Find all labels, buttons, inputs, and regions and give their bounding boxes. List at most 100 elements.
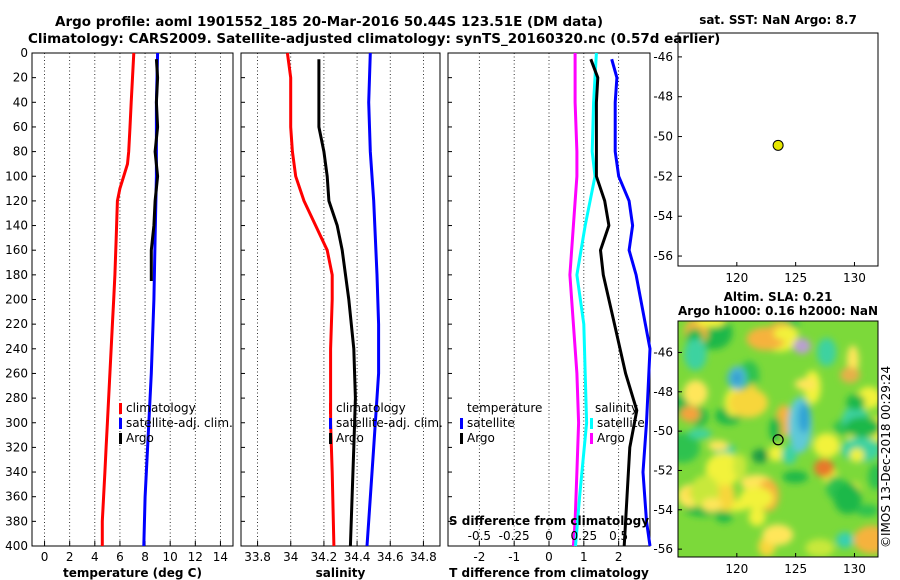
- x-tick-label: 34.4: [344, 550, 371, 564]
- y-tick-label: -46: [653, 345, 673, 359]
- y-tick-label: -54: [653, 503, 673, 517]
- x-tick-label: 34.6: [377, 550, 404, 564]
- x-tick-label: 4: [91, 550, 99, 564]
- heatmap-blob: [846, 394, 865, 410]
- y-tick-label: 80: [13, 145, 28, 159]
- x-tick-label: 8: [141, 550, 149, 564]
- y-tick-label: -56: [653, 249, 673, 263]
- y-tick-label: -52: [653, 169, 673, 183]
- series-line-salinity-1: [367, 53, 379, 546]
- x2-tick-label: -0.25: [499, 529, 530, 543]
- x-tick-label: 34.8: [410, 550, 437, 564]
- title-line-1: Argo profile: aoml 1901552_185 20-Mar-20…: [55, 14, 603, 30]
- heatmap-blob: [684, 380, 708, 406]
- x-tick-label: 125: [784, 271, 807, 285]
- heatmap-blob: [688, 429, 712, 439]
- x-tick-label: 125: [784, 562, 807, 576]
- y-tick-label: 340: [5, 465, 28, 479]
- legend-swatch: [460, 418, 463, 429]
- y-tick-label: 400: [5, 539, 28, 553]
- x-tick-label: 34: [283, 550, 298, 564]
- x-tick-label: 10: [163, 550, 178, 564]
- y-tick-label: 380: [5, 514, 28, 528]
- y-tick-label: -52: [653, 463, 673, 477]
- y-tick-label: 200: [5, 293, 28, 307]
- x-tick-label: 120: [725, 562, 748, 576]
- heatmap-blob: [834, 482, 862, 514]
- x-tick-label: 2: [615, 550, 623, 564]
- sla-map-panel: Altim. SLA: 0.21Argo h1000: 0.16 h2000: …: [653, 290, 894, 576]
- heatmap-blob: [729, 388, 768, 418]
- legend-label: satellite: [467, 416, 515, 430]
- y-tick-label: -54: [653, 209, 673, 223]
- y-tick-label: 360: [5, 490, 28, 504]
- series-line-salinity-2: [319, 59, 356, 546]
- x2-tick-label: 0: [545, 529, 553, 543]
- heatmap-blob: [768, 445, 783, 461]
- heatmap-feature: [793, 338, 811, 354]
- legend-swatch: [460, 433, 463, 444]
- temperature-panel: 0246810121402040608010012014016018020022…: [5, 46, 233, 580]
- y-tick-label: 60: [13, 120, 28, 134]
- legend-label: Argo: [126, 431, 154, 445]
- legend-swatch: [329, 418, 332, 429]
- plot-frame: [241, 53, 440, 546]
- heatmap-feature: [733, 372, 741, 384]
- legend-label: Argo: [336, 431, 364, 445]
- x2-tick-label: 0.5: [609, 529, 628, 543]
- y-tick-label: 0: [20, 46, 28, 60]
- series-line-salinity-0: [287, 53, 334, 546]
- heatmap-blob: [850, 448, 864, 462]
- heatmap-feature: [840, 367, 860, 383]
- title-line-2: Climatology: CARS2009. Satellite-adjuste…: [28, 31, 720, 47]
- y-tick-label: 220: [5, 317, 28, 331]
- x-tick-label: 130: [843, 271, 866, 285]
- series-line-difference-0: [570, 53, 579, 546]
- legend-heading: temperature: [467, 401, 542, 415]
- y-tick-label: 40: [13, 95, 28, 109]
- x-tick-label: 120: [725, 271, 748, 285]
- series-line-temperature-1: [144, 53, 158, 546]
- y-tick-label: -46: [653, 50, 673, 64]
- y-tick-label: 160: [5, 243, 28, 257]
- heatmap-blob: [782, 471, 808, 483]
- x-tick-label: 33.8: [244, 550, 271, 564]
- legend-label: climatology: [126, 401, 196, 415]
- heatmap-blob: [708, 440, 729, 451]
- y-tick-label: 180: [5, 268, 28, 282]
- x-tick-label: 12: [188, 550, 203, 564]
- series-line-difference-2: [612, 59, 650, 546]
- heatmap-feature: [752, 449, 768, 463]
- heatmap-blob: [749, 508, 766, 526]
- y-tick-label: 20: [13, 71, 28, 85]
- y-tick-label: 300: [5, 416, 28, 430]
- sla-map-title: Altim. SLA: 0.21: [724, 290, 833, 304]
- x-tick-label: 0: [41, 550, 49, 564]
- heatmap-feature: [702, 498, 722, 512]
- y-tick-label: 240: [5, 342, 28, 356]
- y-tick-label: -48: [653, 90, 673, 104]
- heatmap-blob: [805, 539, 834, 557]
- x-axis-label: T difference from climatology: [449, 566, 649, 580]
- legend-label: Argo: [467, 431, 495, 445]
- y-tick-label: 100: [5, 169, 28, 183]
- legend-label: satellite-adj. clim.: [336, 416, 443, 430]
- x-axis-label: temperature (deg C): [63, 566, 202, 580]
- x-tick-label: 34.2: [311, 550, 338, 564]
- plot-frame: [32, 53, 233, 546]
- legend-swatch: [590, 433, 593, 444]
- y-tick-label: 280: [5, 391, 28, 405]
- legend-label: climatology: [336, 401, 406, 415]
- heatmap-blob: [762, 524, 793, 545]
- legend-swatch: [119, 433, 122, 444]
- series-line-difference-1: [576, 53, 597, 546]
- heatmap-blob: [817, 338, 837, 366]
- x-tick-label: 14: [213, 550, 228, 564]
- x-tick-label: 0: [545, 550, 553, 564]
- heatmap-feature: [680, 406, 700, 422]
- y-tick-label: 320: [5, 440, 28, 454]
- x-tick-label: 2: [66, 550, 74, 564]
- heatmap-feature: [836, 532, 854, 548]
- heatmap-field: [665, 315, 895, 557]
- y-tick-label: 140: [5, 219, 28, 233]
